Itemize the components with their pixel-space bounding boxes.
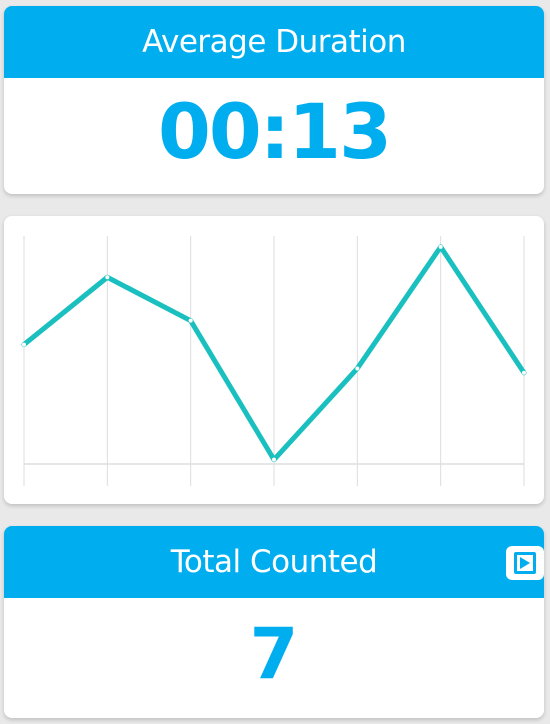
data-point-3[interactable]: [272, 457, 276, 462]
data-point-5[interactable]: [438, 244, 443, 249]
data-point-2[interactable]: [188, 318, 193, 323]
duration-trend-chart-card: [4, 216, 544, 504]
data-point-4[interactable]: [355, 366, 360, 371]
line-chart: [21, 236, 527, 486]
data-point-6[interactable]: [522, 370, 526, 375]
total-counted-card: Total Counted 7: [4, 526, 544, 718]
play-button[interactable]: [506, 546, 544, 580]
average-duration-title: Average Duration: [4, 6, 544, 78]
average-duration-card: Average Duration 00:13: [4, 6, 544, 194]
total-counted-header: Total Counted: [4, 526, 544, 598]
data-point-0[interactable]: [22, 342, 26, 347]
total-counted-title: Total Counted: [170, 544, 378, 580]
total-counted-value: 7: [249, 613, 299, 695]
average-duration-value: 00:13: [158, 87, 392, 176]
play-icon: [514, 552, 536, 574]
data-point-1[interactable]: [105, 275, 110, 280]
